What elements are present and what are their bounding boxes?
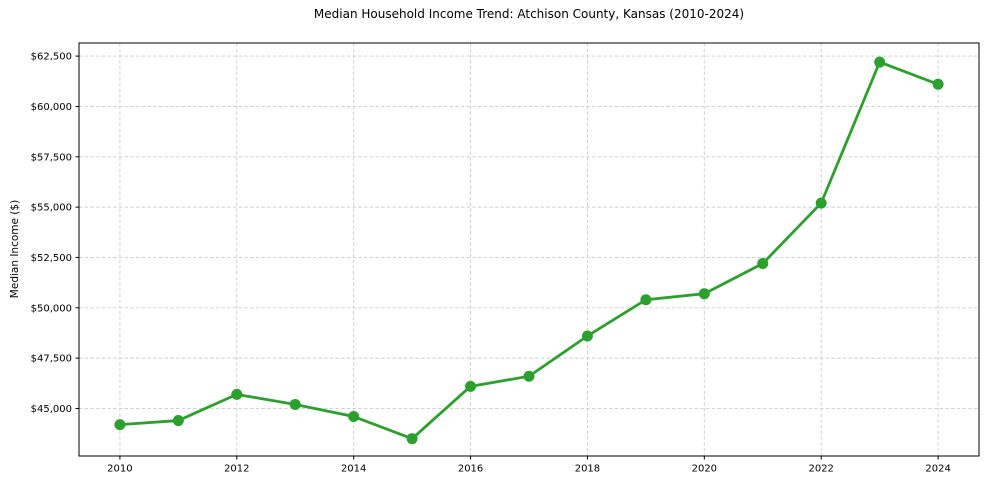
data-point bbox=[874, 56, 886, 68]
y-axis: $45,000 $47,500 $50,000 $52,500 $55,000 $57,5… bbox=[31, 52, 79, 415]
x-tick-label: 2010 bbox=[107, 464, 132, 475]
x-tick-label: 2016 bbox=[458, 464, 483, 475]
data-point bbox=[581, 330, 593, 342]
plot-frame bbox=[78, 42, 980, 457]
y-tick-label: $50,000 bbox=[31, 303, 72, 314]
data-point bbox=[757, 257, 769, 269]
y-tick-label: $52,500 bbox=[31, 253, 72, 264]
data-point bbox=[523, 370, 535, 382]
x-tick-label: 2012 bbox=[224, 464, 249, 475]
x-axis: 2010 2012 2014 2016 2018 2020 2022 2024 bbox=[107, 456, 951, 475]
data-point bbox=[465, 380, 477, 392]
x-tick-label: 2018 bbox=[575, 464, 600, 475]
y-tick-label: $45,000 bbox=[31, 404, 72, 415]
y-tick-label: $60,000 bbox=[31, 102, 72, 113]
y-tick-label: $57,500 bbox=[31, 152, 72, 163]
y-tick-label: $55,000 bbox=[31, 203, 72, 214]
data-point bbox=[640, 294, 652, 306]
x-tick-label: 2022 bbox=[808, 464, 833, 475]
x-tick-label: 2020 bbox=[692, 464, 717, 475]
data-point bbox=[172, 415, 184, 427]
x-tick-label: 2014 bbox=[341, 464, 366, 475]
data-point bbox=[932, 78, 944, 90]
data-point bbox=[231, 388, 243, 400]
gridlines bbox=[79, 43, 979, 456]
y-tick-label: $47,500 bbox=[31, 354, 72, 365]
chart-title: Median Household Income Trend: Atchison … bbox=[313, 7, 745, 21]
data-point bbox=[698, 288, 710, 300]
data-line bbox=[118, 60, 940, 441]
data-point bbox=[289, 398, 301, 410]
data-points bbox=[114, 56, 944, 445]
data-point bbox=[815, 197, 827, 209]
x-tick-label: 2024 bbox=[925, 464, 950, 475]
data-point bbox=[348, 411, 360, 423]
y-axis-label: Median Income ($) bbox=[9, 199, 21, 299]
data-point bbox=[114, 419, 126, 431]
y-tick-label: $62,500 bbox=[31, 52, 72, 63]
data-point bbox=[406, 433, 418, 445]
